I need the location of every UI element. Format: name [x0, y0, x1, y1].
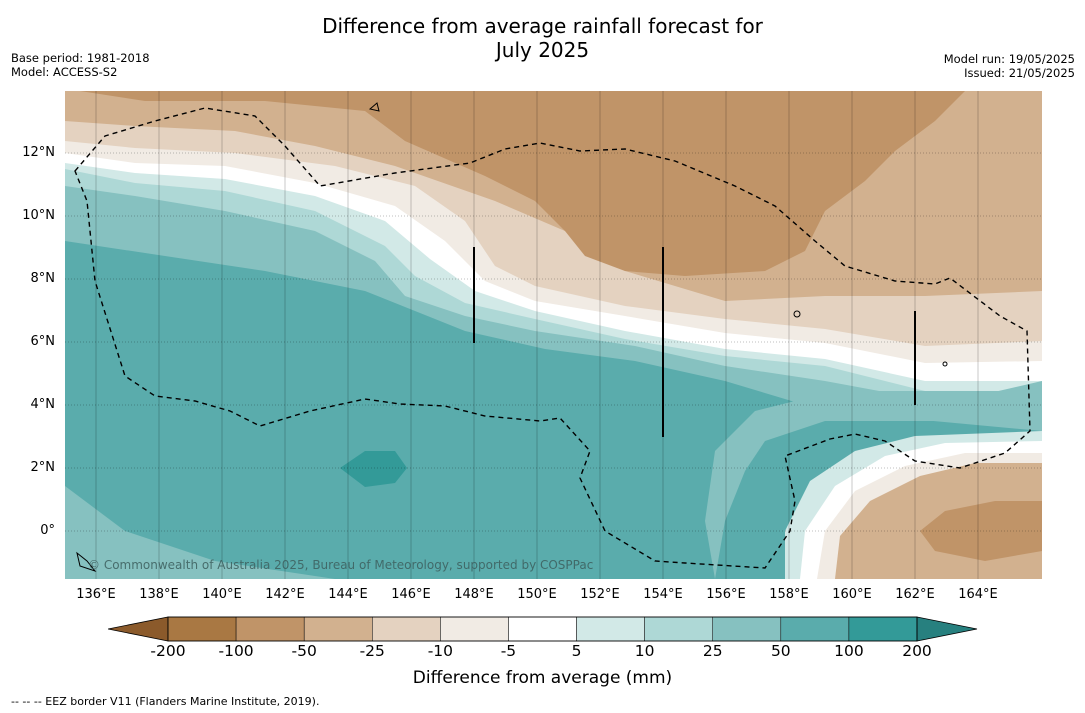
- eez-border: [74, 107, 1031, 569]
- lon-label-146e: 146°E: [391, 587, 431, 602]
- colorbar-cell: [167, 616, 237, 642]
- colorbar: [108, 616, 978, 642]
- lat-label-6n: 6°N: [30, 334, 56, 349]
- colorbar-tick-label: -100: [218, 642, 254, 660]
- lon-label-136e: 136°E: [76, 587, 116, 602]
- latitude-lines: [65, 152, 1042, 532]
- colorbar-tick-label: 10: [634, 642, 655, 660]
- lon-label-160e: 160°E: [832, 587, 872, 602]
- lon-label-156e: 156°E: [706, 587, 746, 602]
- eez-footnote: -- -- -- EEZ border V11 (Flanders Marine…: [11, 695, 320, 708]
- colorbar-tick-label: -5: [500, 642, 517, 660]
- lat-label-8n: 8°N: [30, 271, 56, 286]
- graticule: [95, 91, 979, 579]
- model-info: Base period: 1981-2018 Model: ACCESS-S2: [11, 51, 150, 79]
- colorbar-cell: [372, 616, 441, 642]
- colorbar-tick-label: -50: [291, 642, 317, 660]
- lon-label-148e: 148°E: [454, 587, 494, 602]
- copyright-text: © Commonwealth of Australia 2025, Bureau…: [88, 558, 594, 572]
- colorbar-cell: [303, 616, 373, 642]
- colorbar-title: Difference from average (mm): [412, 668, 673, 688]
- colorbar-tick-label: 200: [902, 642, 932, 660]
- base-period-text: Base period: 1981-2018: [11, 51, 150, 65]
- lon-label-158e: 158°E: [769, 587, 809, 602]
- rainfall-map: [65, 91, 1042, 579]
- lon-label-152e: 152°E: [580, 587, 620, 602]
- islands: [76, 102, 948, 573]
- lat-label-10n: 10°N: [22, 208, 55, 223]
- title-line-1: Difference from average rainfall forecas…: [322, 14, 763, 38]
- colorbar-cells: [167, 616, 918, 642]
- contour-200-hotspot: [340, 451, 407, 487]
- colorbar-cell: [440, 616, 509, 642]
- lon-label-150e: 150°E: [517, 587, 557, 602]
- rainfall-contour-map: [65, 91, 1042, 579]
- title-line-2: July 2025: [495, 38, 590, 62]
- colorbar-tick-label: 5: [571, 642, 582, 660]
- forecast-bars: [473, 247, 916, 437]
- colorbar-tick-label: -200: [150, 642, 186, 660]
- colorbar-cell: [780, 616, 850, 642]
- colorbar-tick-label: 50: [770, 642, 791, 660]
- lat-label-0: 0°: [40, 523, 55, 538]
- lon-label-140e: 140°E: [202, 587, 242, 602]
- colorbar-extend-low: [108, 616, 169, 642]
- colorbar-cell: [576, 616, 645, 642]
- issued-text: Issued: 21/05/2025: [964, 66, 1075, 80]
- colorbar-cell: [712, 616, 782, 642]
- contour-50-northeast: [955, 381, 1042, 426]
- colorbar-cell: [848, 616, 918, 642]
- lon-label-138e: 138°E: [139, 587, 179, 602]
- lat-label-4n: 4°N: [30, 397, 56, 412]
- model-text: Model: ACCESS-S2: [11, 65, 118, 79]
- lon-label-142e: 142°E: [265, 587, 305, 602]
- colorbar-extend-high: [916, 616, 978, 642]
- lon-label-144e: 144°E: [328, 587, 368, 602]
- colorbar-tick-label: -25: [359, 642, 385, 660]
- model-run-text: Model run: 19/05/2025: [943, 52, 1075, 66]
- lon-label-162e: 162°E: [895, 587, 935, 602]
- lon-label-154e: 154°E: [643, 587, 683, 602]
- lat-label-12n: 12°N: [22, 145, 55, 160]
- colorbar-frame: [167, 616, 918, 642]
- colorbar-tick-label: -10: [427, 642, 454, 660]
- colorbar-cell: [235, 616, 305, 642]
- lon-label-164e: 164°E: [958, 587, 998, 602]
- colorbar-tick-label: 25: [702, 642, 723, 660]
- colorbar-cell: [644, 616, 713, 642]
- lat-label-2n: 2°N: [30, 460, 56, 475]
- chart-title: Difference from average rainfall forecas…: [0, 14, 1085, 62]
- colorbar-cell: [508, 616, 577, 642]
- colorbar-tick-label: 100: [834, 642, 864, 660]
- run-info: Model run: 19/05/2025 Issued: 21/05/2025: [944, 52, 1075, 80]
- contour-50-southwest: [65, 486, 335, 579]
